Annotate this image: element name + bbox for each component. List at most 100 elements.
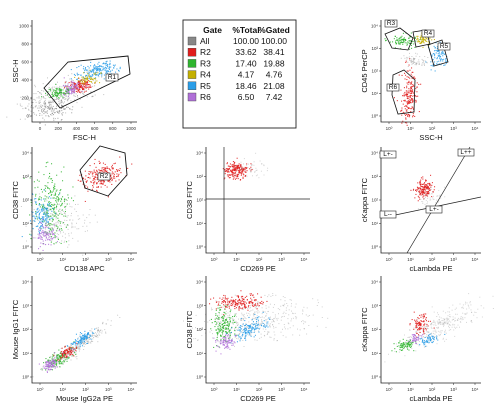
table-gate: R3 xyxy=(200,58,211,68)
y-tick-label: 10¹ xyxy=(196,351,203,356)
y-tick-label: 10⁰ xyxy=(196,375,203,380)
y-tick-label: 10³ xyxy=(22,174,29,179)
x-axis-label: FSC-H xyxy=(73,133,96,142)
events-p4 xyxy=(20,156,133,256)
gate-label-box xyxy=(457,148,475,157)
y-tick-label: 10³ xyxy=(371,174,378,179)
x-tick-label: 800 xyxy=(109,126,117,131)
plot-p4: 10⁰ 10¹ 10² 10³ 10⁴ 10⁰ 10¹ 10² 10³ 10⁴ CD138 APC C… xyxy=(11,145,137,273)
x-tick-label: 10¹ xyxy=(407,126,414,131)
y-tick-label: 10⁰ xyxy=(371,245,378,250)
gate-r1 xyxy=(43,55,131,109)
gate-label-box xyxy=(437,42,451,51)
y-tick-label: 10¹ xyxy=(371,91,378,96)
gate-label-box xyxy=(425,205,443,214)
x-tick-label: 10⁰ xyxy=(211,257,218,262)
y-tick-label: 10⁴ xyxy=(22,151,29,156)
y-tick-label: 10³ xyxy=(371,46,378,51)
table-gated: 7.42 xyxy=(266,92,283,102)
table-header: %Gated xyxy=(258,25,290,35)
x-tick-label: 10¹ xyxy=(407,257,414,262)
table-total: 6.50 xyxy=(238,92,255,102)
table-total: 4.17 xyxy=(238,70,255,80)
y-tick-label: 10³ xyxy=(371,303,378,308)
y-tick-label: 10² xyxy=(22,327,29,332)
x-tick-label: 10³ xyxy=(105,257,112,262)
gate-label: R3 xyxy=(387,20,396,27)
x-tick-label: 10³ xyxy=(278,257,285,262)
gate-label: R2 xyxy=(100,173,109,180)
y-axis-label: cKappa FITC xyxy=(360,307,369,352)
table-total: 17.40 xyxy=(235,58,257,68)
plot-p9: 10⁰ 10¹ 10² 10³ 10⁴ 10⁰ 10¹ 10² 10³ 10⁴ cLambda PE… xyxy=(360,276,494,403)
x-tick-label: 10⁰ xyxy=(211,387,218,392)
y-axis-label: SSC-H xyxy=(11,59,20,82)
y-tick-label: 10⁴ xyxy=(196,151,203,156)
y-tick-label: 10³ xyxy=(22,303,29,308)
table-frame xyxy=(182,19,297,129)
y-axis-label: CD38 FITC xyxy=(185,180,194,219)
x-tick-label: 10¹ xyxy=(233,257,240,262)
x-tick-label: 0 xyxy=(39,126,42,131)
plot-p1: 0 200 400 600 800 1000 0 200 400 600 800 1000 FSC-H S… xyxy=(6,20,137,142)
gate-label: R4 xyxy=(424,30,433,37)
x-tick-label: 10⁴ xyxy=(472,257,479,262)
y-tick-label: 10⁰ xyxy=(371,114,378,119)
x-tick-label: 10⁴ xyxy=(128,387,135,392)
gate-statistics-table: Gate %Total%Gated All 100.00 100.00 R2 33.62 38… xyxy=(182,19,297,129)
table-gate: R5 xyxy=(200,81,211,91)
x-tick-label: 10¹ xyxy=(233,387,240,392)
x-tick-label: 400 xyxy=(73,126,81,131)
x-axis-label: CD269 PE xyxy=(240,264,275,273)
gate-label-box xyxy=(386,83,400,92)
x-tick-label: 10⁰ xyxy=(386,126,393,131)
legend-swatch-all xyxy=(187,36,197,46)
gate-label: L-- xyxy=(384,211,392,218)
plot-p5: 10⁰ 10¹ 10² 10³ 10⁴ 10⁰ 10¹ 10² 10³ 10⁴ CD269 PE CD… xyxy=(185,147,310,273)
x-tick-label: 1000 xyxy=(126,126,137,131)
legend-swatch-r5 xyxy=(187,81,197,91)
events-p8 xyxy=(183,290,329,355)
table-total: 33.62 xyxy=(235,47,257,57)
y-tick-label: 10¹ xyxy=(371,221,378,226)
x-tick-label: 10² xyxy=(82,257,89,262)
gate-label-box xyxy=(97,172,111,181)
x-tick-label: 10² xyxy=(429,387,436,392)
x-tick-label: 10³ xyxy=(450,126,457,131)
axis-lines xyxy=(205,276,310,384)
y-tick-label: 10¹ xyxy=(371,351,378,356)
legend-swatch-r6 xyxy=(187,92,197,102)
y-tick-label: 10¹ xyxy=(22,351,29,356)
gate-label: R5 xyxy=(440,43,449,50)
x-tick-label: 10³ xyxy=(450,387,457,392)
y-tick-label: 0 xyxy=(26,114,29,119)
plot-p7: 10⁰ 10¹ 10² 10³ 10⁴ 10⁰ 10¹ 10² 10³ 10⁴ Mouse IgG2… xyxy=(11,276,137,403)
table-total: 100.00 xyxy=(233,36,259,46)
x-axis-label: Mouse IgG2a PE xyxy=(56,394,113,403)
y-axis-label: cKappa FITC xyxy=(360,177,369,222)
events-p9 xyxy=(384,293,494,363)
table-gated: 38.41 xyxy=(263,47,285,57)
gate-label-box xyxy=(379,210,397,219)
x-tick-label: 10⁴ xyxy=(128,257,135,262)
table-gate: All xyxy=(200,36,210,46)
table-gated: 100.00 xyxy=(261,36,287,46)
y-tick-label: 10⁰ xyxy=(196,245,203,250)
x-axis-label: cLambda PE xyxy=(410,264,453,273)
x-tick-label: 10⁴ xyxy=(301,387,308,392)
y-tick-label: 10² xyxy=(196,198,203,203)
plot-p3: 10⁰ 10¹ 10² 10³ 10⁴ 10⁰ 10¹ 10² 10³ 10⁴ SSC-H CD45 … xyxy=(360,19,481,142)
x-tick-label: 10⁰ xyxy=(37,257,44,262)
gate-label-box xyxy=(379,150,397,159)
y-tick-label: 400 xyxy=(21,78,29,83)
events-p1 xyxy=(6,60,121,126)
x-tick-label: 10² xyxy=(256,257,263,262)
x-tick-label: 10² xyxy=(256,387,263,392)
y-tick-label: 10³ xyxy=(196,174,203,179)
x-tick-label: 10⁰ xyxy=(386,257,393,262)
x-tick-label: 10⁴ xyxy=(472,126,479,131)
y-tick-label: 1000 xyxy=(19,24,30,29)
x-tick-label: 10² xyxy=(429,257,436,262)
x-axis-label: SSC-H xyxy=(419,133,442,142)
y-tick-label: 800 xyxy=(21,42,29,47)
